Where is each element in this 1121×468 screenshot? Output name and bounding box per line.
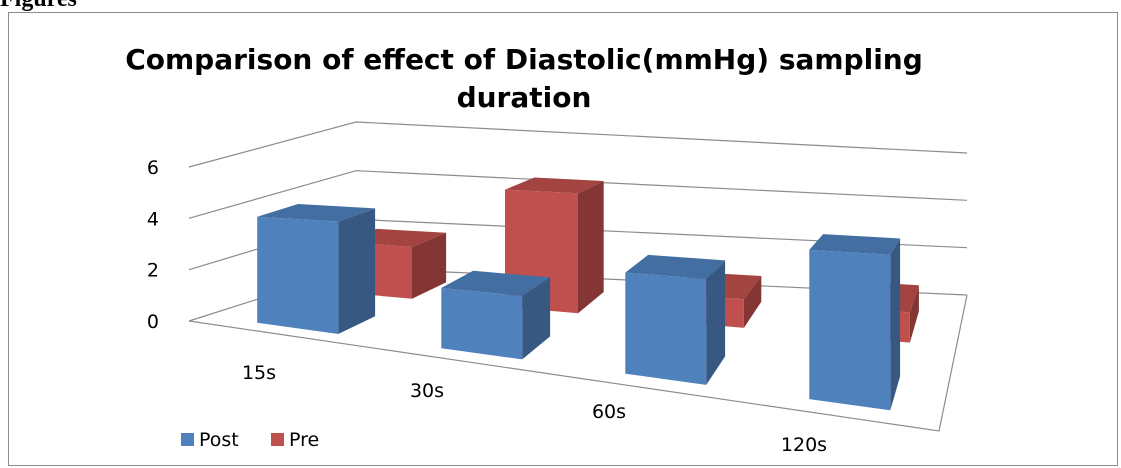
legend-swatch [181, 433, 194, 446]
page-heading: Figures [0, 0, 77, 13]
legend-label: Pre [289, 429, 319, 451]
gridline [188, 121, 968, 168]
legend-item-pre: Pre [271, 429, 319, 451]
y-axis-ticks: 0 2 4 6 [147, 157, 159, 333]
chart-title-line: Comparison of effect of Diastolic(mmHg) … [125, 43, 923, 76]
chart: Comparison of effect of Diastolic(mmHg) … [125, 43, 968, 456]
x-category-label: 15s [242, 362, 276, 384]
y-tick-label: 4 [147, 208, 159, 230]
legend-label: Post [199, 429, 239, 451]
legend-item-post: Post [181, 429, 239, 451]
bar-post [257, 204, 376, 334]
bar-post [809, 234, 901, 411]
y-tick-label: 0 [147, 311, 159, 333]
bar-post [625, 254, 726, 385]
y-tick-label: 2 [147, 260, 159, 282]
gridline [188, 170, 968, 219]
bars [257, 177, 919, 411]
chart-frame: Comparison of effect of Diastolic(mmHg) … [8, 12, 1118, 466]
legend-swatch [271, 433, 284, 446]
bar-post [441, 270, 551, 360]
x-category-label: 30s [410, 380, 444, 402]
legend: Post Pre [181, 429, 319, 451]
y-tick-label: 6 [147, 157, 159, 179]
chart-title-line: duration [457, 81, 592, 114]
chart-title: Comparison of effect of Diastolic(mmHg) … [125, 43, 923, 114]
x-category-label: 60s [592, 401, 626, 423]
x-axis-categories: 15s 30s 60s 120s [242, 362, 827, 456]
floor-edge [188, 294, 968, 432]
x-category-label: 120s [781, 434, 827, 456]
